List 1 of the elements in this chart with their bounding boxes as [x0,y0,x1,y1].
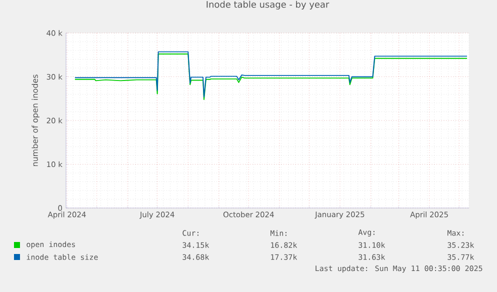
chart-title: Inode table usage - by year [206,0,330,10]
